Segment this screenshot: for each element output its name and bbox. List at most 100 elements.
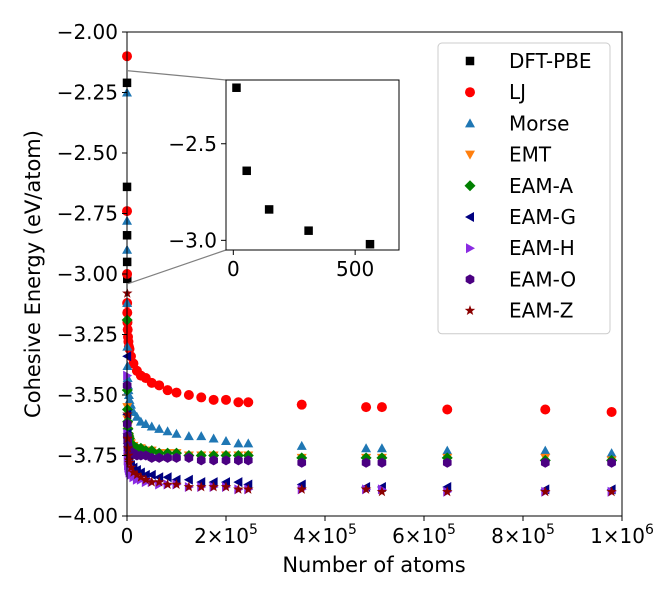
- point-eam-g-19: [208, 477, 218, 488]
- y-tick-label-4: −3.00: [57, 262, 118, 286]
- legend-box: [437, 42, 611, 335]
- point-eam-z-27: [606, 486, 617, 497]
- point-lj-6: [122, 324, 133, 335]
- legend-marker-lj: [465, 87, 475, 98]
- point-lj-20: [183, 390, 194, 400]
- x-tick-label-4: 8×105: [491, 522, 555, 548]
- point-eam-g-14: [154, 472, 164, 483]
- inset-frame: [225, 79, 400, 251]
- point-lj-22: [208, 394, 219, 405]
- point-lj-29: [442, 404, 453, 415]
- point-eam-o-24: [361, 457, 371, 468]
- legend-label-dft-pbe: DFT-PBE: [509, 49, 592, 73]
- point-eam-z-9: [131, 469, 143, 480]
- point-eam-o-21: [234, 455, 243, 466]
- point-eam-z-26: [540, 486, 551, 497]
- inset-y-tick-label-0: −2.5: [168, 132, 217, 156]
- legend-marker-emt: [465, 150, 475, 160]
- point-lj-26: [296, 399, 307, 410]
- point-morse-28: [376, 443, 387, 453]
- legend-marker-morse: [465, 118, 475, 128]
- point-eam-z-20: [233, 483, 244, 494]
- legend-marker-dft-pbe: [465, 56, 475, 66]
- legend-label-eam-g: EAM-G: [509, 205, 576, 229]
- point-morse-18: [162, 426, 173, 436]
- point-eam-z-19: [220, 481, 232, 492]
- legend-label-eam-o: EAM-O: [509, 267, 576, 291]
- point-eam-z-4: [123, 450, 134, 460]
- point-eam-h-0: [123, 370, 133, 381]
- inset-point-dft-pbe-0: [232, 83, 241, 92]
- point-eam-g-13: [146, 469, 156, 480]
- point-eam-z-13: [153, 476, 165, 487]
- inset-y-tick-label-1: −3.0: [168, 228, 217, 252]
- legend-marker-eam-o: [465, 274, 475, 285]
- point-eam-z-24: [376, 486, 388, 497]
- point-eam-z-18: [208, 481, 219, 492]
- point-eam-o-23: [297, 457, 307, 468]
- point-morse-17: [154, 423, 165, 433]
- inset-connector-lines: [127, 70, 227, 285]
- point-lj-27: [361, 402, 372, 413]
- point-eam-z-6: [124, 457, 135, 468]
- point-lj-18: [162, 385, 173, 396]
- point-morse-27: [361, 443, 372, 453]
- point-eam-g-16: [171, 474, 181, 485]
- y-tick-label-0: −4.00: [57, 504, 118, 528]
- x-axis-label: Number of atoms: [282, 553, 465, 577]
- y-axis-label: Cohesive Energy (eV/atom): [21, 130, 45, 418]
- point-eam-z-14: [162, 479, 173, 489]
- inset-x-tick-label-1: 500: [336, 257, 374, 281]
- point-eam-z-22: [296, 483, 307, 494]
- point-eam-z-12: [146, 476, 157, 487]
- point-morse-14: [135, 416, 146, 426]
- point-morse-15: [140, 419, 151, 429]
- legend: DFT-PBE LJ Morse EMT EAM-A EAM-G EAM-H EAM-O EAM…: [437, 42, 611, 335]
- point-morse-25: [243, 438, 254, 448]
- point-morse-24: [233, 438, 244, 448]
- point-eam-z-10: [135, 471, 147, 482]
- main-plot-marks: [121, 51, 618, 497]
- point-eam-z-25: [442, 486, 453, 497]
- y-tick-label-3: −3.25: [57, 323, 118, 347]
- point-lj-21: [196, 392, 207, 403]
- point-eam-o-19: [209, 455, 218, 466]
- point-morse-23: [221, 435, 231, 445]
- connector-top: [127, 70, 227, 81]
- legend-label-eam-h: EAM-H: [509, 236, 575, 260]
- x-tick-label-1: 2×105: [194, 522, 258, 548]
- point-morse-31: [606, 448, 617, 458]
- x-tick-label-3: 6×105: [392, 522, 456, 548]
- point-eam-g-21: [233, 477, 243, 488]
- point-morse-22: [208, 433, 219, 443]
- inset-point-dft-pbe-4: [365, 239, 375, 249]
- point-eam-o-20: [221, 455, 231, 466]
- legend-marker-eam-h: [466, 243, 475, 254]
- point-lj-31: [606, 406, 617, 417]
- legend-label-eam-z: EAM-Z: [509, 299, 574, 323]
- legend-label-eam-a: EAM-A: [509, 174, 573, 198]
- legend-marker-eam-a: [464, 180, 476, 192]
- point-lj-19: [171, 387, 182, 398]
- legend-label-emt: EMT: [509, 143, 552, 167]
- legend-label-lj: LJ: [509, 80, 526, 104]
- point-morse-16: [146, 421, 157, 431]
- point-lj-24: [233, 397, 244, 408]
- point-eam-o-28: [607, 457, 616, 468]
- point-eam-z-17: [196, 481, 207, 492]
- point-morse-29: [442, 445, 453, 455]
- point-eam-g-23: [296, 479, 306, 490]
- point-eam-g-17: [183, 474, 193, 485]
- point-eam-o-18: [196, 455, 206, 466]
- inset-point-dft-pbe-2: [264, 205, 274, 214]
- point-eam-z-7: [125, 462, 137, 473]
- point-eam-o-13: [147, 452, 157, 463]
- point-eam-z-3: [122, 442, 134, 453]
- point-eam-g-15: [162, 472, 172, 483]
- point-morse-9: [123, 390, 134, 399]
- point-morse-30: [540, 445, 551, 455]
- connector-bottom: [127, 249, 227, 285]
- point-eam-o-17: [184, 452, 194, 463]
- y-tick-label-7: −2.25: [57, 81, 118, 105]
